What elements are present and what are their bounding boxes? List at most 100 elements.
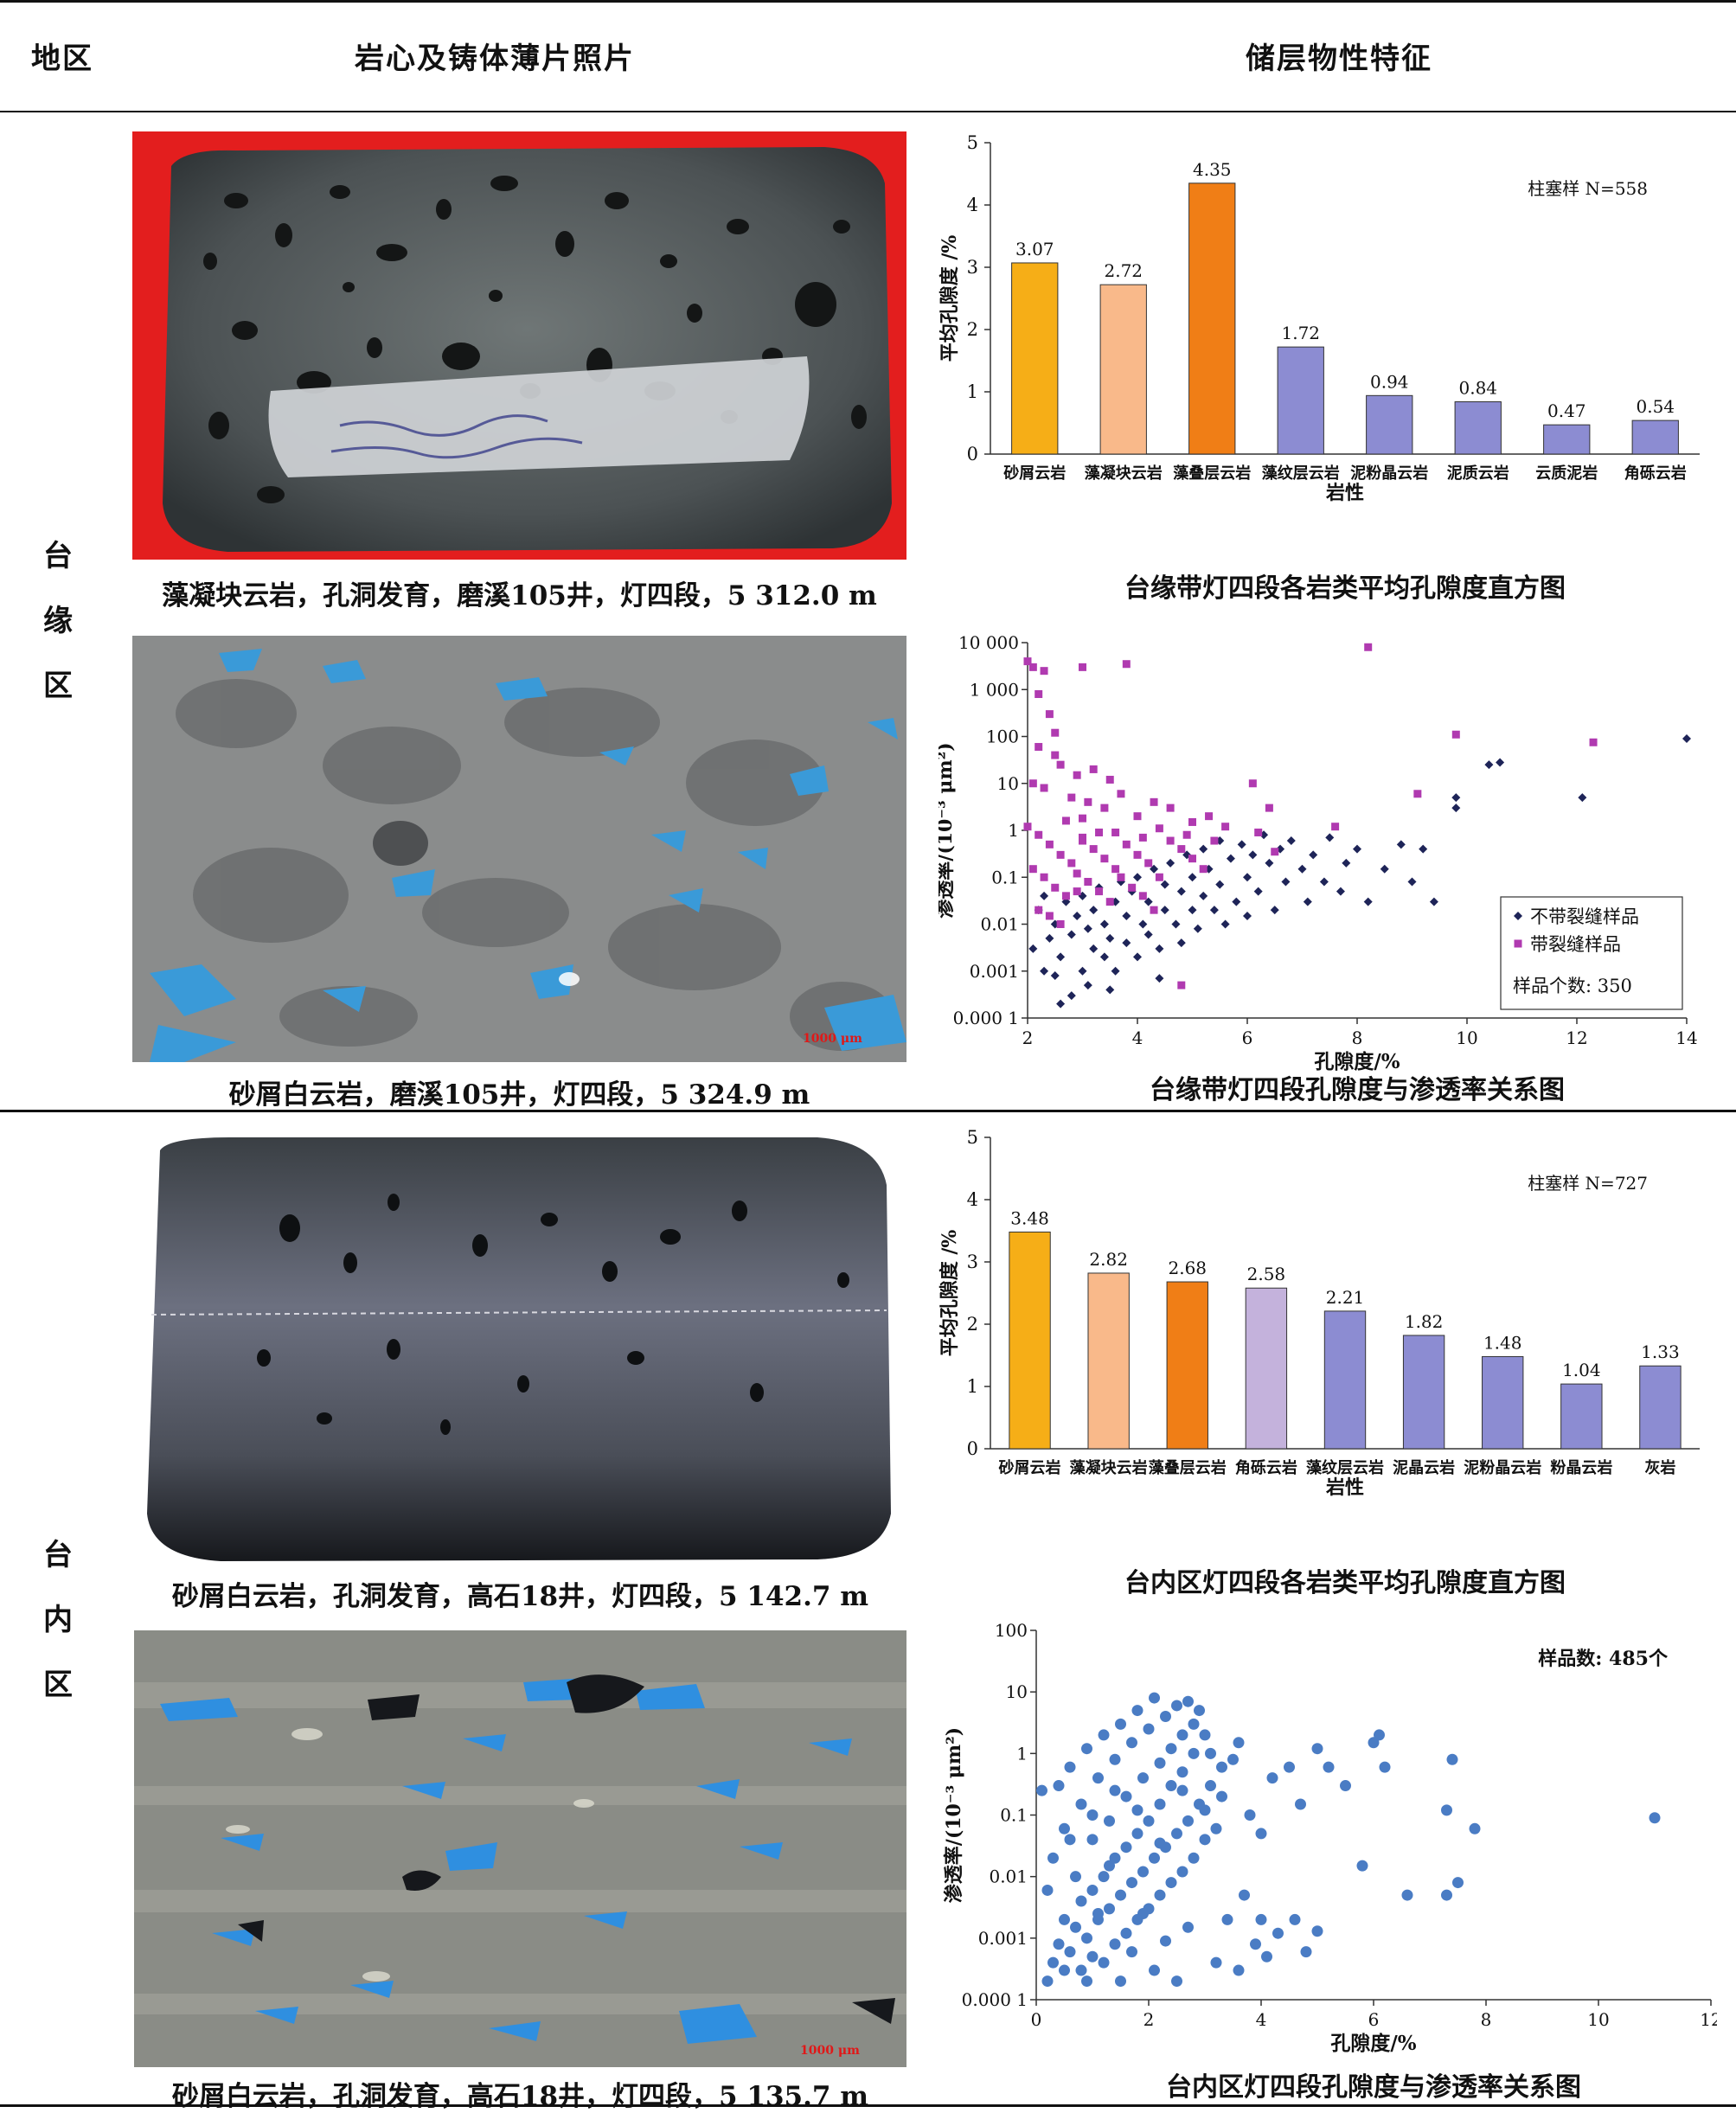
data-point bbox=[1105, 985, 1115, 995]
data-point bbox=[1105, 775, 1114, 784]
data-point bbox=[1441, 1804, 1452, 1816]
data-point bbox=[1041, 1975, 1054, 1988]
data-point bbox=[1120, 1841, 1132, 1854]
category-label: 粉晶云岩 bbox=[1550, 1458, 1612, 1477]
data-point bbox=[1138, 833, 1147, 842]
bar-value-label: 1.48 bbox=[1483, 1332, 1522, 1353]
data-point bbox=[1081, 1932, 1092, 1944]
data-point bbox=[1149, 1692, 1160, 1704]
data-point bbox=[1176, 1766, 1188, 1778]
data-point bbox=[1040, 784, 1048, 792]
data-point bbox=[1083, 981, 1092, 990]
y-tick-label: 10 bbox=[1006, 1681, 1028, 1702]
data-point bbox=[1265, 804, 1273, 812]
data-point bbox=[1023, 657, 1032, 666]
data-point bbox=[1166, 836, 1175, 845]
data-point bbox=[1155, 944, 1164, 953]
data-point bbox=[1220, 919, 1230, 929]
data-point bbox=[1248, 779, 1257, 788]
bar-value-label: 4.35 bbox=[1193, 159, 1232, 180]
data-point bbox=[1303, 897, 1312, 906]
header-rule bbox=[0, 111, 1736, 112]
data-point bbox=[1253, 887, 1263, 896]
data-point bbox=[1150, 797, 1158, 806]
data-point bbox=[1199, 891, 1208, 900]
y-tick-label: 0.01 bbox=[980, 914, 1019, 935]
region-2-char-2: 内 bbox=[43, 1603, 73, 1637]
data-point bbox=[1064, 1761, 1076, 1773]
data-point bbox=[1182, 1695, 1194, 1707]
scale-bar-label-4: 1000 μm bbox=[800, 2044, 860, 2058]
x-tick-label: 14 bbox=[1675, 1028, 1697, 1048]
y-tick-label: 0.01 bbox=[989, 1866, 1028, 1887]
bar-value-label: 1.72 bbox=[1281, 323, 1320, 343]
category-label: 云质泥岩 bbox=[1535, 464, 1598, 483]
x-axis-title: 孔隙度/% bbox=[1330, 2032, 1416, 2055]
data-point bbox=[1182, 1921, 1194, 1933]
x-axis-title: 岩性 bbox=[1325, 482, 1364, 504]
data-point bbox=[1193, 924, 1202, 933]
data-point bbox=[1109, 1753, 1121, 1765]
data-point bbox=[1323, 1761, 1335, 1773]
data-point bbox=[1165, 1877, 1177, 1889]
data-point bbox=[1143, 930, 1153, 939]
data-point bbox=[1188, 873, 1197, 882]
y-tick-label: 0.001 bbox=[970, 961, 1019, 982]
bar-value-label: 0.94 bbox=[1370, 371, 1409, 392]
data-point bbox=[1111, 865, 1120, 874]
data-point bbox=[1374, 1729, 1385, 1741]
data-point bbox=[1117, 790, 1125, 798]
data-point bbox=[1122, 660, 1131, 669]
data-point bbox=[1067, 793, 1076, 802]
data-point bbox=[1272, 1927, 1284, 1939]
data-point bbox=[1281, 877, 1291, 887]
bar bbox=[1631, 419, 1679, 455]
data-point bbox=[1237, 840, 1246, 849]
y-axis-title: 渗透率/(10⁻³ μm²) bbox=[938, 742, 957, 918]
x-tick-label: 6 bbox=[1242, 1028, 1253, 1048]
data-point bbox=[1319, 877, 1329, 887]
data-point bbox=[1188, 1718, 1200, 1730]
data-point bbox=[1035, 906, 1043, 914]
data-point bbox=[1073, 887, 1081, 896]
data-point bbox=[1073, 911, 1082, 920]
y-tick-label: 5 bbox=[967, 132, 978, 153]
photo-4-caption: 砂屑白云岩，孔洞发育，高石18井，灯四段，5 135.7 m bbox=[171, 2081, 869, 2112]
data-point bbox=[1056, 760, 1065, 769]
y-tick-label: 0.1 bbox=[1000, 1805, 1028, 1826]
bar bbox=[1188, 182, 1236, 455]
category-label: 砂屑云岩 bbox=[1003, 464, 1066, 483]
category-label: 泥粉晶云岩 bbox=[1464, 1458, 1541, 1477]
data-point bbox=[1176, 938, 1186, 948]
data-point bbox=[1413, 790, 1422, 798]
data-point bbox=[1221, 823, 1230, 831]
scale-bar-label-2: 1000 μm bbox=[803, 1032, 862, 1046]
data-point bbox=[1441, 1889, 1452, 1901]
data-point bbox=[1045, 710, 1054, 719]
category-label: 藻纹层云岩 bbox=[1306, 1458, 1384, 1477]
core-photo-3-image bbox=[147, 1137, 891, 1561]
bar-value-label: 1.33 bbox=[1641, 1341, 1680, 1362]
data-point bbox=[1309, 850, 1318, 860]
data-point bbox=[1098, 1729, 1110, 1741]
category-label: 泥粉晶云岩 bbox=[1350, 464, 1428, 483]
data-point bbox=[1126, 1737, 1137, 1749]
bar bbox=[1323, 1310, 1367, 1450]
table-top-rule bbox=[0, 0, 1736, 3]
data-point bbox=[1109, 1852, 1121, 1864]
data-point bbox=[1122, 911, 1131, 920]
data-point bbox=[1089, 944, 1099, 953]
data-point bbox=[1261, 1950, 1272, 1963]
thin-section-photo-4: 1000 μm bbox=[134, 1630, 906, 2067]
bar-value-label: 0.47 bbox=[1547, 400, 1586, 421]
data-point bbox=[1578, 793, 1587, 803]
data-point bbox=[1111, 966, 1120, 976]
data-point bbox=[1226, 854, 1235, 863]
data-point bbox=[1104, 1860, 1115, 1872]
core-photo-1-image bbox=[163, 147, 892, 552]
data-point bbox=[1035, 690, 1043, 699]
data-point bbox=[1356, 1860, 1368, 1872]
bar bbox=[1366, 394, 1413, 455]
data-point bbox=[1239, 1889, 1250, 1901]
data-point bbox=[1098, 1956, 1110, 1969]
